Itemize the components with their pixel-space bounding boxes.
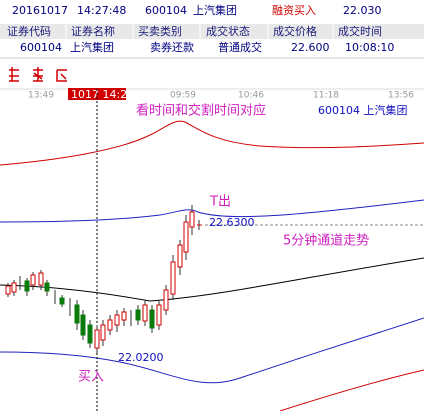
price-label: 22.6300 [209,216,255,229]
cell: 22.600 [291,41,330,54]
order-date: 20161017 [12,4,68,17]
time-label: 13:56 [388,91,414,101]
order-time: 14:27:48 [77,4,126,17]
cell: 上汽集团 [70,40,114,54]
cell: 10:08:10 [345,41,394,54]
order-code: 600104 [145,4,187,17]
lower-band [0,317,424,384]
order-name: 上汽集团 [193,3,237,17]
annotation: T出 [209,195,231,210]
candles [5,205,202,353]
column-header[interactable]: 证券名称 [71,24,115,38]
time-label: 10:46 [238,91,264,101]
order-action: 融资买入 [272,4,316,17]
column-header[interactable]: 证券代码 [7,24,51,38]
price-label: 22.0200 [118,351,164,364]
upper-band [0,120,424,166]
cell: 普通成交 [218,40,262,54]
bottom-band [279,369,424,411]
column-header[interactable]: 成交价格 [273,24,317,38]
time-label: 11:18 [313,91,339,101]
cursor-label: 1017 14:29 [71,88,134,101]
time-label: 13:49 [28,91,54,101]
column-header[interactable]: 买卖类别 [138,24,182,38]
order-price: 22.030 [343,4,382,17]
middle-band [0,199,424,223]
table-header-bg [0,24,424,39]
annotation: 看时间和交割时间对应 [136,103,266,119]
toolbar[interactable] [9,67,67,82]
annotation: 5分钟通道走势 [283,233,369,249]
stock-label: 600104 上汽集团 [318,103,408,117]
column-header[interactable]: 成交时间 [338,24,382,38]
cell: 卖券还款 [150,40,194,54]
header-dividers [65,24,334,39]
cell: 600104 [20,41,62,54]
column-header[interactable]: 成交状态 [206,24,250,38]
time-label: 09:59 [170,91,196,101]
annotation: 买入 [78,370,104,385]
black-line [0,257,424,302]
